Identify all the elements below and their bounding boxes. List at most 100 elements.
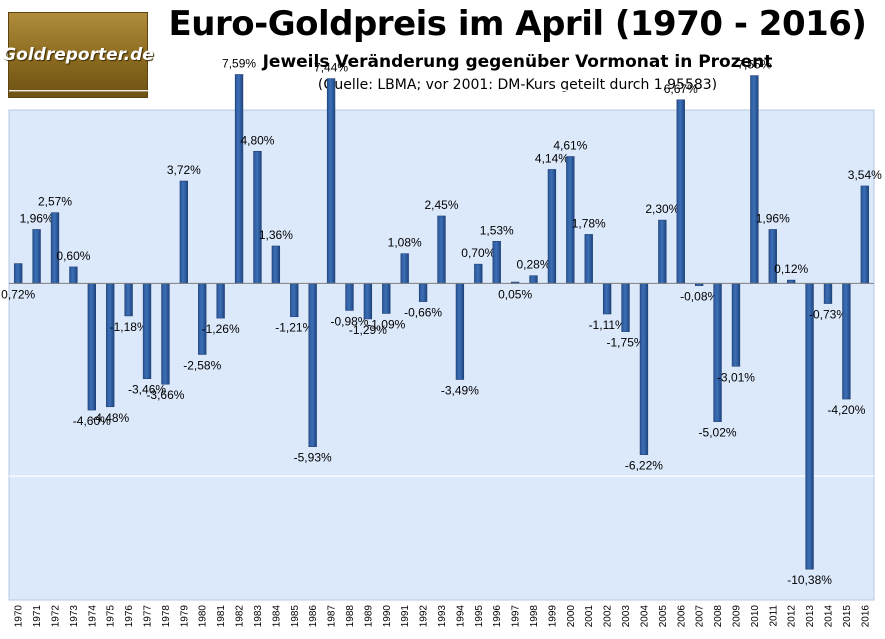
data-label: 7,59% [222,56,256,70]
bar-2013 [805,283,814,570]
data-label: 0,70% [461,246,495,260]
data-label: 7,55% [737,58,771,72]
x-tick-label: 2007 [695,605,706,628]
bar-2010 [750,75,759,284]
data-label: -5,93% [294,451,332,465]
bar-1993 [437,215,446,284]
data-label: 0,72% [1,287,35,301]
bar-2006 [676,99,685,284]
data-label: 1,96% [756,211,790,225]
logo-text: Goldreporter.de [2,45,154,65]
data-label: 0,60% [56,249,90,263]
bar-1974 [87,283,96,411]
data-label: -1,29% [349,323,387,337]
data-label: 4,14% [535,151,569,165]
x-tick-label: 1992 [419,605,430,628]
x-tick-label: 1985 [290,605,301,628]
x-tick-label: 2014 [823,605,834,628]
data-label: 1,36% [259,228,293,242]
data-label: -0,66% [404,306,442,320]
data-label: 3,54% [848,168,882,182]
data-label: 1,53% [480,223,514,237]
data-label: -6,22% [625,459,663,473]
x-tick-label: 1998 [529,605,540,628]
bar-1995 [474,263,483,284]
x-tick-label: 1980 [198,605,209,628]
data-label: -3,49% [441,384,479,398]
bar-1999 [547,169,557,284]
x-tick-label: 2002 [603,605,614,628]
bar-1988 [345,283,354,311]
bar-1983 [253,150,262,284]
bar-1977 [142,283,152,379]
data-label: 2,57% [38,195,72,209]
x-tick-label: 2005 [658,605,669,628]
x-tick-label: 1983 [253,605,264,628]
x-tick-label: 2008 [713,605,724,628]
goldreporter-logo: Goldreporter.de [2,12,154,98]
data-label: -10,38% [787,573,832,587]
bar-1986 [308,283,317,447]
x-tick-label: 2000 [566,605,577,628]
bar-1975 [106,283,115,408]
x-tick-label: 1970 [14,605,25,628]
bar-1998 [529,275,538,284]
x-tick-label: 2010 [750,605,761,628]
x-tick-label: 1971 [32,605,43,628]
x-tick-label: 2004 [639,605,650,628]
x-tick-label: 1981 [216,605,227,628]
data-label: -3,46% [128,383,166,397]
data-label: 1,96% [20,211,54,225]
bar-1982 [234,74,244,284]
data-label: -0,73% [809,308,847,322]
bar-1989 [363,283,373,320]
data-label: 2,30% [645,202,679,216]
x-tick-label: 1976 [124,605,135,628]
x-tick-label: 2001 [584,605,595,628]
bar-1984 [271,245,281,284]
x-tick-label: 1997 [511,605,522,628]
data-label: 4,61% [553,139,587,153]
bar-1985 [290,283,299,318]
chart-subtitle: Jeweils Veränderung gegenüber Vormonat i… [262,52,773,72]
x-tick-label: 1987 [327,605,338,628]
x-tick-label: 1989 [363,605,374,628]
x-tick-label: 2006 [676,605,687,628]
x-tick-label: 1974 [87,605,98,628]
data-label: -4,60% [73,414,111,428]
x-tick-label: 2015 [842,605,853,628]
x-tick-label: 1972 [51,605,62,628]
x-tick-label: 1982 [235,605,246,628]
x-tick-label: 1979 [179,605,190,628]
data-label: -1,18% [110,320,148,334]
bar-2016 [860,185,869,284]
data-label: -0,08% [680,290,718,304]
bar-2014 [823,283,833,304]
bar-2003 [621,283,630,332]
data-label: -1,75% [607,336,645,350]
bar-1980 [198,283,207,355]
data-label: 0,12% [774,262,808,276]
plot-area [8,109,875,601]
chart-source-note: (Quelle: LBMA; vor 2001: DM-Kurs geteilt… [317,77,718,93]
x-tick-label: 2011 [768,605,779,627]
bar-1990 [382,283,391,314]
bar-1994 [455,283,465,380]
data-label: 2,45% [424,198,458,212]
data-label: -2,58% [183,358,221,372]
bar-2001 [584,234,593,284]
bar-2008 [713,283,722,422]
x-tick-label: 2013 [805,605,816,628]
data-label: 0,05% [498,287,532,301]
data-label: -1,26% [202,322,240,336]
x-tick-label: 1975 [106,605,117,628]
data-label: -4,20% [827,403,865,417]
x-tick-label: 1988 [345,605,356,628]
x-tick-label: 2012 [787,605,798,628]
x-tick-label: 2016 [860,605,871,628]
x-tick-label: 1984 [271,605,282,628]
data-label: 6,67% [664,82,698,96]
x-tick-label: 1996 [492,605,503,628]
bar-1978 [161,283,170,385]
